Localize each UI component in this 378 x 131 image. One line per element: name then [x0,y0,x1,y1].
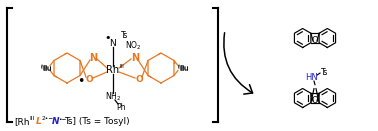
Text: $^t$Bu: $^t$Bu [177,63,189,74]
Text: [Rh: [Rh [14,118,29,127]
Text: III: III [29,116,34,121]
Text: III: III [120,64,125,70]
Text: Rh: Rh [107,65,119,75]
Text: •: • [105,33,111,43]
Text: $^t$Bu: $^t$Bu [40,62,53,73]
Text: Ph: Ph [116,102,126,111]
Text: O: O [312,36,318,45]
Text: N: N [52,118,59,127]
Text: NO$_2$: NO$_2$ [125,40,142,52]
Text: $^t$Bu: $^t$Bu [177,62,189,73]
Text: N: N [89,53,97,63]
Text: •−: •− [58,116,67,121]
Text: O: O [85,75,93,83]
Text: Ts: Ts [121,31,129,40]
Text: NH$_2$: NH$_2$ [105,91,121,103]
Text: •: • [77,75,85,88]
Text: L: L [36,118,42,127]
Text: Ts: Ts [321,68,329,77]
Text: Ts] (Ts = Tosyl): Ts] (Ts = Tosyl) [64,118,130,127]
Text: O: O [135,75,143,83]
Text: N: N [131,53,139,63]
FancyArrowPatch shape [224,33,253,94]
Text: $^t$Bu: $^t$Bu [40,63,53,74]
Text: N: N [110,39,116,48]
Text: 2•−: 2•− [42,116,54,121]
Text: HN: HN [306,73,318,82]
Text: O: O [312,96,318,105]
